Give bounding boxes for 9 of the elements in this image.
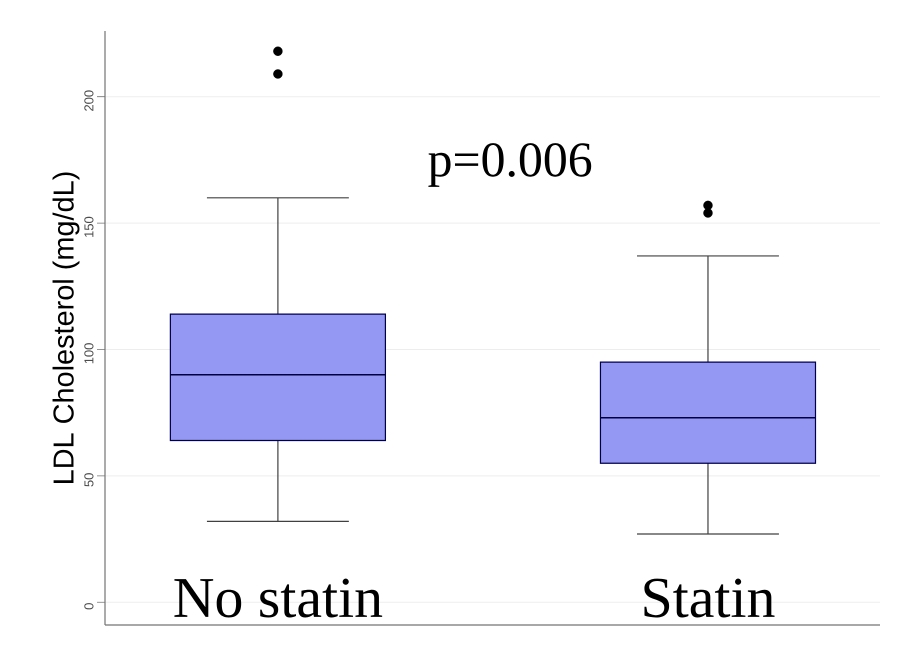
y-tick-label: 150 bbox=[84, 216, 94, 237]
annotation: p=0.006 bbox=[428, 143, 592, 187]
x-tick-label: No statin bbox=[174, 578, 382, 618]
y-tick-label: 200 bbox=[84, 90, 94, 111]
y-tick-label: 50 bbox=[84, 473, 94, 487]
y-tick-label: 0 bbox=[84, 603, 94, 610]
y-axis-title: LDL Cholesterol (mg/dL) bbox=[52, 172, 80, 483]
y-tick-label: 100 bbox=[84, 343, 94, 364]
x-tick-label: Statin bbox=[644, 578, 775, 618]
